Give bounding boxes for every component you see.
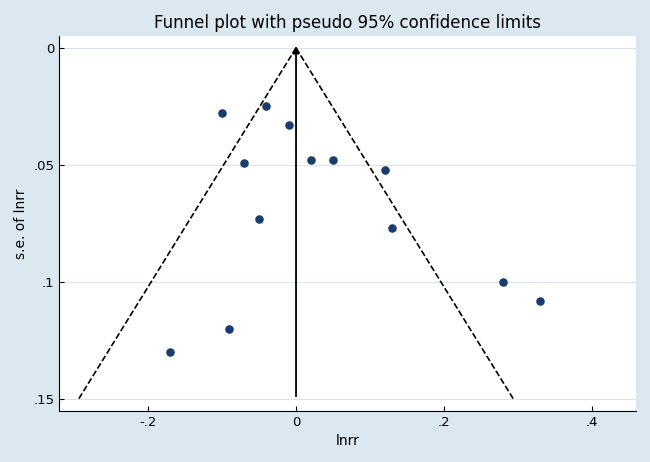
Point	[239, 159, 250, 166]
Point	[498, 278, 508, 286]
Point	[261, 103, 272, 110]
Point	[387, 225, 397, 232]
X-axis label: lnrr: lnrr	[336, 434, 359, 448]
Point	[217, 110, 228, 117]
Title: Funnel plot with pseudo 95% confidence limits: Funnel plot with pseudo 95% confidence l…	[154, 14, 541, 32]
Point	[306, 157, 316, 164]
Point	[283, 122, 294, 129]
Point	[224, 325, 235, 333]
Point	[535, 297, 545, 304]
Point	[254, 215, 265, 223]
Point	[165, 348, 176, 356]
Point	[380, 166, 390, 173]
Point	[328, 157, 338, 164]
Y-axis label: s.e. of lnrr: s.e. of lnrr	[14, 188, 28, 259]
